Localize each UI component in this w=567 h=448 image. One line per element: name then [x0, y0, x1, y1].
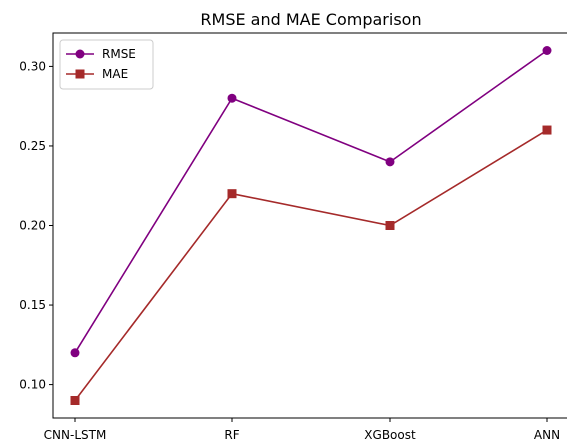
legend-label-rmse: RMSE: [102, 47, 136, 61]
y-axis: 0.10 0.15 0.20 0.25 0.30: [19, 59, 53, 392]
data-point-rmse: [385, 157, 395, 167]
data-point-rmse: [70, 348, 80, 358]
data-point-mae: [385, 221, 395, 230]
data-point-rmse: [227, 93, 237, 103]
series-line-mae: [74, 129, 548, 401]
y-tick-label: 0.25: [19, 139, 46, 153]
series-group: [70, 46, 552, 405]
series-line-rmse: [74, 49, 548, 354]
y-tick-label: 0.20: [19, 219, 46, 233]
y-tick-label: 0.30: [19, 59, 46, 73]
y-tick-label: 0.10: [19, 378, 46, 392]
x-axis: CNN-LSTM RF XGBoost ANN: [44, 418, 560, 442]
x-tick-label: RF: [224, 428, 239, 442]
chart-title: RMSE and MAE Comparison: [200, 10, 421, 29]
x-tick-label: XGBoost: [364, 428, 416, 442]
legend-marker-circle: [75, 49, 85, 59]
data-point-rmse: [542, 46, 552, 55]
y-tick-label: 0.15: [19, 298, 46, 312]
legend-label-mae: MAE: [102, 67, 128, 81]
x-tick-label: ANN: [534, 428, 560, 442]
x-tick-label: CNN-LSTM: [44, 428, 107, 442]
data-point-mae: [227, 189, 237, 199]
legend: RMSE MAE: [59, 39, 154, 90]
data-point-mae: [542, 125, 552, 135]
legend-marker-square: [75, 69, 85, 79]
data-point-mae: [70, 396, 80, 405]
